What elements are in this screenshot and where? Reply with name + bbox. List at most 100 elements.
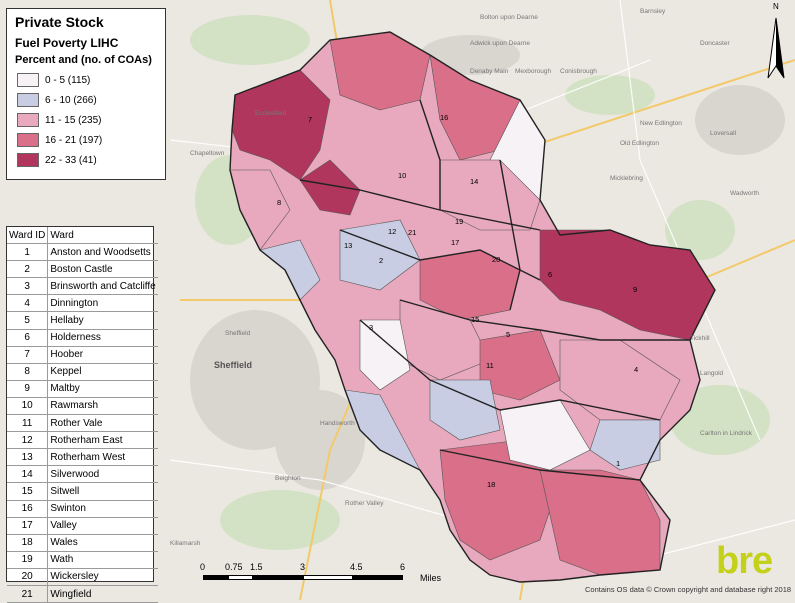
ward-id: 19 xyxy=(7,551,49,569)
legend-subtitle: Fuel Poverty LIHC xyxy=(15,36,119,50)
ward-name: Valley xyxy=(47,517,158,535)
scale-segment xyxy=(353,575,403,580)
ward-number-label: 8 xyxy=(277,198,282,207)
north-arrow xyxy=(767,17,785,79)
ward-table: Ward ID Ward 1 Anston and Woodsetts 2 Bosto… xyxy=(7,227,158,603)
ward-table-panel: Ward ID Ward 1 Anston and Woodsetts 2 Bosto… xyxy=(6,226,158,603)
legend-swatch xyxy=(17,113,39,127)
ward-row: 12 Rotherham East xyxy=(7,431,158,450)
ward-name: Hellaby xyxy=(47,311,158,330)
ward-id: 6 xyxy=(7,329,49,347)
place-name-label: Wadworth xyxy=(730,190,760,197)
place-name-label: Bolton upon Dearne xyxy=(480,14,538,21)
ward-id: 9 xyxy=(7,380,49,398)
legend-panel: Private Stock Fuel Poverty LIHC Percent … xyxy=(6,8,166,180)
ward-number-label: 9 xyxy=(633,285,638,294)
ward-row: 8 Keppel xyxy=(7,363,158,381)
ward-id: 20 xyxy=(7,568,49,586)
legend-item: 0 - 5 (115) xyxy=(7,70,165,90)
place-name-label: Denaby Main xyxy=(470,68,509,75)
ward-name: Wales xyxy=(47,534,158,552)
ward-row: 14 Silverwood xyxy=(7,465,158,484)
ward-name: Wath xyxy=(47,551,158,569)
place-name-label: Langold xyxy=(700,370,724,377)
ward-number-label: 7 xyxy=(308,115,313,124)
ward-table-header: Ward ID Ward xyxy=(7,227,158,245)
ward-row: 3 Brinsworth and Catcliffe xyxy=(7,277,158,296)
ward-row: 7 Hoober xyxy=(7,346,158,364)
ward-name: Maltby xyxy=(47,380,158,398)
ward-row: 18 Wales xyxy=(7,534,158,552)
ward-row: 6 Holderness xyxy=(7,329,158,347)
scale-segment xyxy=(228,575,253,580)
place-name-label: Loversall xyxy=(710,130,737,137)
ward-id: 16 xyxy=(7,500,49,518)
ward-name: Holderness xyxy=(47,329,158,347)
scale-tick-label: 3 xyxy=(300,562,306,572)
ward-id: 21 xyxy=(7,585,49,603)
ward-name: Rawmarsh xyxy=(47,397,158,416)
legend-label: 0 - 5 (115) xyxy=(45,74,91,86)
legend-label: 16 - 21 (197) xyxy=(45,134,103,146)
ward-id: 10 xyxy=(7,397,49,416)
ward-number-label: 13 xyxy=(344,241,353,250)
ward-id-header: Ward ID xyxy=(7,227,49,245)
place-name-label: New Edlington xyxy=(640,120,682,127)
ward-row: 5 Hellaby xyxy=(7,311,158,330)
scale-tick-label: 0.75 xyxy=(225,562,243,572)
ward-number-label: 16 xyxy=(440,113,449,122)
ward-id: 7 xyxy=(7,346,49,364)
copyright-credit: Contains OS data © Crown copyright and d… xyxy=(585,585,792,594)
ward-row: 13 Rotherham West xyxy=(7,448,158,467)
place-name-label: Beighton xyxy=(275,475,301,482)
scale-segment xyxy=(303,575,353,580)
ward-name: Rother Vale xyxy=(47,414,158,433)
ward-name-header: Ward xyxy=(47,227,158,245)
ward-name: Wickersley xyxy=(47,568,158,586)
ward-id: 11 xyxy=(7,414,49,433)
ward-row: 15 Sitwell xyxy=(7,482,158,501)
scale-tick-label: 0 xyxy=(200,562,206,572)
ward-number-label: 15 xyxy=(471,315,480,324)
place-name-label: Tickhill xyxy=(690,335,710,342)
ward-number-label: 20 xyxy=(492,255,501,264)
scale-tick-label: 4.5 xyxy=(350,562,363,572)
ward-row: 19 Wath xyxy=(7,551,158,569)
ward-name: Boston Castle xyxy=(47,260,158,279)
ward-number-label: 4 xyxy=(634,365,639,374)
ward-id: 1 xyxy=(7,243,49,262)
ward-id: 15 xyxy=(7,482,49,501)
place-name-label: Adwick upon Dearne xyxy=(470,40,530,47)
place-name-label: Handsworth xyxy=(320,420,355,427)
ward-number-label: 19 xyxy=(455,217,464,226)
ward-name: Hoober xyxy=(47,346,158,364)
place-name-label: Rother Valley xyxy=(345,500,384,507)
place-name-label: Sheffield xyxy=(225,330,251,337)
ward-name: Wingfield xyxy=(47,585,158,603)
ward-name: Rotherham West xyxy=(47,448,158,467)
ward-name: Keppel xyxy=(47,363,158,381)
ward-name: Anston and Woodsetts xyxy=(47,243,158,262)
legend-item: 6 - 10 (266) xyxy=(7,90,165,110)
ward-number-label: 1 xyxy=(616,459,621,468)
ward-number-label: 21 xyxy=(408,228,417,237)
legend-swatch xyxy=(17,153,39,167)
scale-tick-label: 6 xyxy=(400,562,406,572)
ward-id: 5 xyxy=(7,311,49,330)
legend-item: 22 - 33 (41) xyxy=(7,150,165,170)
place-name-label: Mexborough xyxy=(515,68,552,75)
ward-number-label: 12 xyxy=(388,227,397,236)
ward-id: 3 xyxy=(7,277,49,296)
legend-item: 16 - 21 (197) xyxy=(7,130,165,150)
legend-label: 6 - 10 (266) xyxy=(45,94,97,106)
ward-id: 12 xyxy=(7,431,49,450)
city-label-sheffield: Sheffield xyxy=(214,360,253,370)
scale-segment xyxy=(203,575,228,580)
ward-number-label: 11 xyxy=(486,361,494,370)
place-name-label: Carlton in Lindrick xyxy=(700,430,753,437)
ward-id: 18 xyxy=(7,534,49,552)
place-name-label: Barnsley xyxy=(640,8,666,15)
place-name-label: Ecclesfield xyxy=(255,110,287,117)
ward-row: 10 Rawmarsh xyxy=(7,397,158,416)
